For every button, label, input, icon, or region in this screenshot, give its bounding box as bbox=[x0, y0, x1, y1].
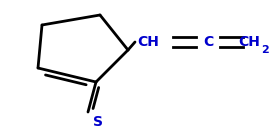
Text: CH: CH bbox=[137, 35, 159, 49]
Text: CH: CH bbox=[238, 35, 260, 49]
Text: 2: 2 bbox=[261, 45, 269, 55]
Text: S: S bbox=[93, 115, 103, 129]
Text: C: C bbox=[203, 35, 213, 49]
